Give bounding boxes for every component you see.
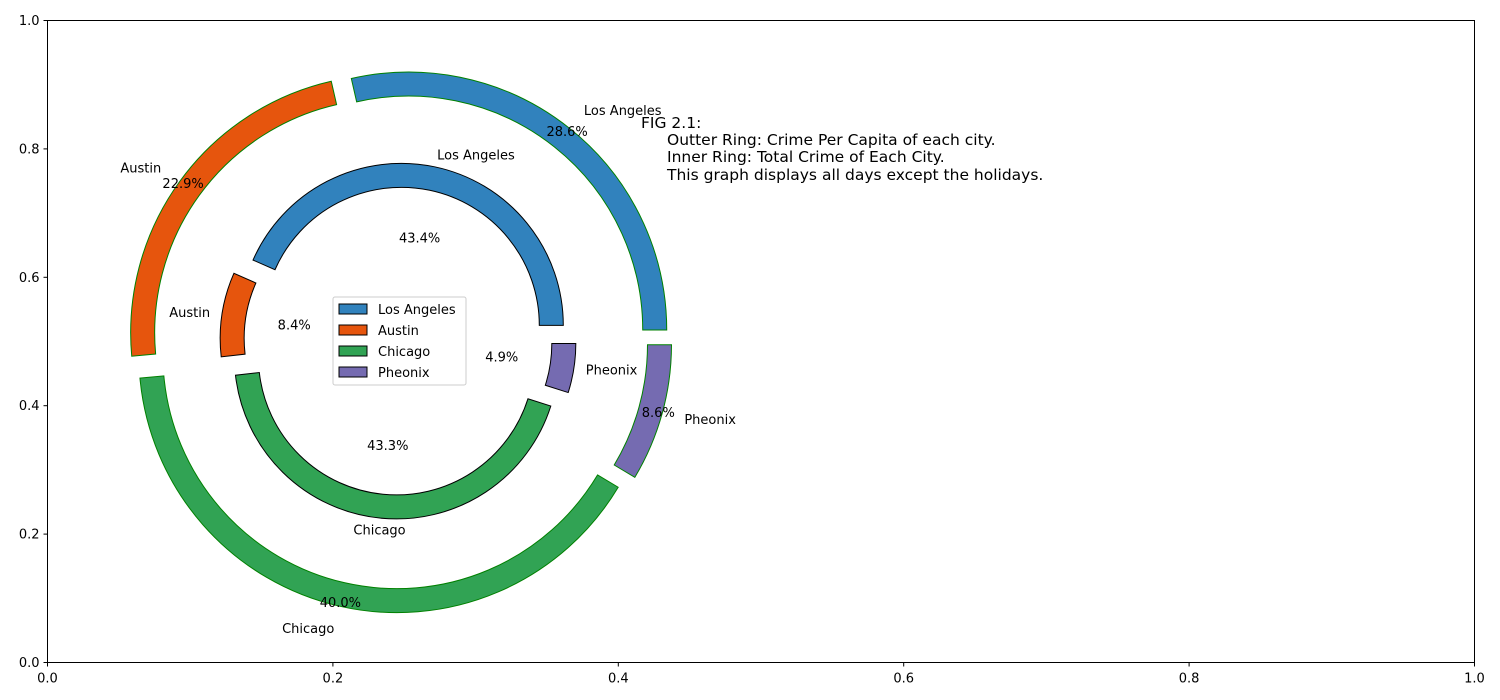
x-tick-label: 0.6: [893, 672, 914, 687]
annotation-line: Outter Ring: Crime Per Capita of each ci…: [667, 131, 996, 149]
annotation-title: FIG 2.1:: [641, 114, 701, 132]
outer-pct-chicago: 40.0%: [320, 596, 361, 611]
outer-wedge-pheonix: [613, 344, 672, 479]
inner-wedge-chicago: [234, 371, 552, 520]
outer-label-los-angeles: Los Angeles: [584, 104, 662, 119]
outer-pct-pheonix: 8.6%: [642, 406, 675, 421]
x-tick-label: 0.4: [608, 672, 629, 687]
outer-label-pheonix: Pheonix: [684, 413, 736, 428]
outer-pct-los-angeles: 28.6%: [546, 125, 587, 140]
inner-label-pheonix: Pheonix: [586, 364, 638, 379]
y-tick-label: 0.8: [19, 142, 40, 157]
inner-pct-los-angeles: 43.4%: [399, 232, 440, 247]
rings: [130, 71, 672, 614]
plot-frame: [47, 20, 1475, 663]
x-tick-label: 0.0: [37, 672, 58, 687]
annotation: FIG 2.1: Outter Ring: Crime Per Capita o…: [641, 114, 1043, 184]
outer-label-austin: Austin: [120, 161, 161, 176]
inner-label-chicago: Chicago: [353, 524, 405, 539]
annotation-line: Inner Ring: Total Crime of Each City.: [667, 148, 945, 166]
legend-swatch-los-angeles: [338, 303, 368, 315]
inner-label-los-angeles: Los Angeles: [437, 149, 515, 164]
outer-label-chicago: Chicago: [282, 622, 334, 637]
inner-label-austin: Austin: [169, 306, 210, 321]
legend-frame: [332, 296, 467, 386]
outer-wedge-chicago: [139, 375, 619, 614]
x-tick-label: 1.0: [1464, 672, 1485, 687]
y-tick-label: 1.0: [19, 14, 40, 29]
legend-swatch-austin: [338, 324, 368, 336]
inner-pct-pheonix: 4.9%: [485, 351, 518, 366]
legend-label-pheonix: Pheonix: [378, 366, 430, 381]
ring-labels: Los Angeles28.6%Austin22.9%Chicago40.0%P…: [120, 104, 736, 637]
legend-swatch-chicago: [338, 345, 368, 357]
inner-wedge-pheonix: [544, 342, 577, 394]
y-tick-label: 0.0: [19, 656, 40, 671]
inner-pct-chicago: 43.3%: [367, 439, 408, 454]
y-tick-label: 0.4: [19, 399, 40, 414]
legend-label-los-angeles: Los Angeles: [378, 303, 456, 318]
legend-label-austin: Austin: [378, 324, 419, 339]
inner-wedge-austin: [219, 272, 257, 358]
outer-pct-austin: 22.9%: [162, 177, 203, 192]
y-tick-label: 0.6: [19, 271, 40, 286]
annotation-line: This graph displays all days except the …: [666, 166, 1043, 184]
inner-pct-austin: 8.4%: [278, 319, 311, 334]
outer-wedge-los-angeles: [350, 71, 668, 331]
axes: 0.0 0.2 0.4 0.6 0.8 1.0 0.0 0.2 0.4 0.6 0.8 1.0: [19, 14, 1485, 687]
inner-wedge-los-angeles: [252, 162, 564, 326]
legend-label-chicago: Chicago: [378, 345, 430, 360]
legend: Los Angeles Austin Chicago Pheonix: [332, 296, 467, 386]
y-tick-label: 0.2: [19, 528, 40, 543]
x-tick-label: 0.2: [323, 672, 344, 687]
outer-wedge-austin: [130, 80, 338, 357]
legend-swatch-pheonix: [338, 366, 368, 378]
x-tick-label: 0.8: [1179, 672, 1200, 687]
